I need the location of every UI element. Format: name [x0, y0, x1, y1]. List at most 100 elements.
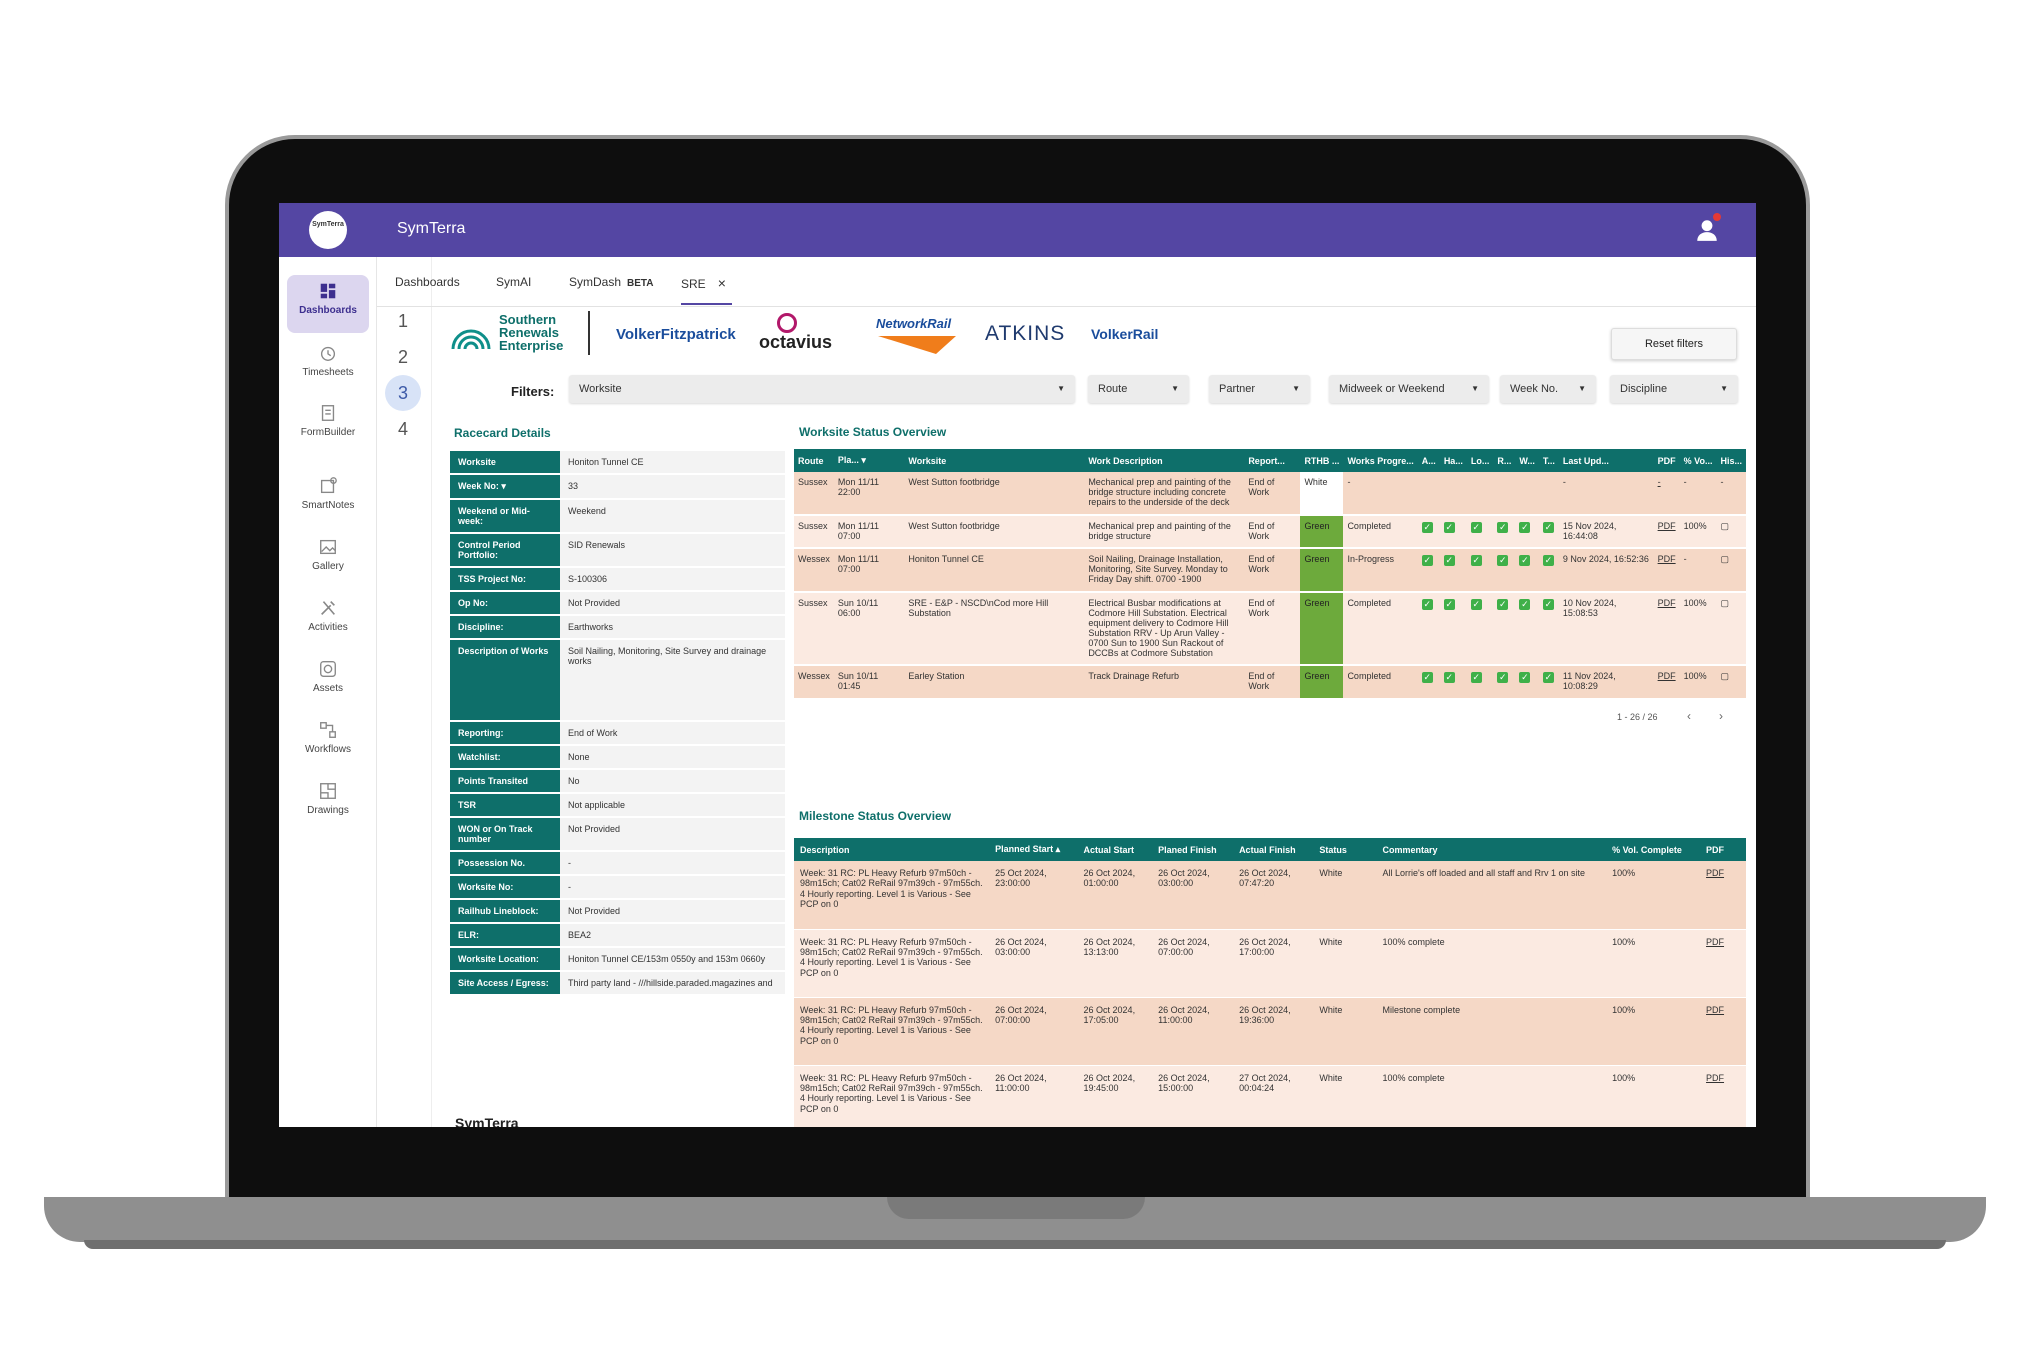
- sidebar-item-drawings[interactable]: Drawings: [287, 775, 369, 833]
- sre-arcs-icon: [451, 329, 491, 350]
- column-header[interactable]: Works Progre...: [1343, 449, 1418, 472]
- sidebar-item-assets[interactable]: Assets: [287, 653, 369, 711]
- check-cell: ✓: [1417, 665, 1440, 701]
- filter-discipline[interactable]: Discipline ▼: [1610, 375, 1738, 403]
- column-header[interactable]: % Vo...: [1679, 449, 1717, 472]
- column-header[interactable]: Worksite: [904, 449, 1085, 472]
- history-icon[interactable]: ▢: [1716, 548, 1746, 594]
- racecard-row: Possession No. -: [450, 852, 785, 876]
- column-header[interactable]: Commentary: [1376, 838, 1607, 861]
- worksite-title: Worksite Status Overview: [799, 425, 947, 439]
- racecard-value: End of Work: [560, 722, 785, 744]
- filter-week-no[interactable]: Week No. ▼: [1500, 375, 1596, 403]
- table-row[interactable]: Sussex Mon 11/11 07:00 West Sutton footbri…: [794, 514, 1746, 550]
- report-cell: End of Work: [1244, 514, 1301, 550]
- tab-symdash[interactable]: SymDash BETA: [569, 275, 654, 289]
- column-header[interactable]: Ha...: [1439, 449, 1467, 472]
- column-header[interactable]: PDF: [1700, 838, 1746, 861]
- tab-dashboards[interactable]: Dashboards: [395, 275, 460, 289]
- app-logo-text: SymTerra: [312, 221, 344, 228]
- pdf-link[interactable]: PDF: [1700, 861, 1746, 930]
- column-header[interactable]: Status: [1313, 838, 1377, 861]
- column-header[interactable]: Actual Start: [1077, 838, 1153, 861]
- table-row[interactable]: Wessex Sun 10/11 01:45 Earley Station Track…: [794, 665, 1746, 701]
- networkrail-swoosh-icon: [878, 336, 956, 354]
- reset-filters-button[interactable]: Reset filters: [1611, 328, 1737, 360]
- notes-icon: [320, 477, 337, 494]
- column-header[interactable]: His...: [1716, 449, 1746, 472]
- column-header[interactable]: Planed Finish: [1152, 838, 1234, 861]
- pdf-link[interactable]: PDF: [1700, 929, 1746, 998]
- milestone-cell: 26 Oct 2024, 19:36:00: [1233, 997, 1314, 1066]
- column-header[interactable]: Report...: [1244, 449, 1301, 472]
- table-row[interactable]: Sussex Sun 10/11 06:00 SRE - E&P - NSCD\nC…: [794, 592, 1746, 667]
- column-header[interactable]: RTHB ...: [1300, 449, 1344, 472]
- column-header[interactable]: A...: [1417, 449, 1440, 472]
- filter-worksite-label: Worksite: [579, 383, 622, 395]
- report-cell: End of Work: [1244, 548, 1301, 594]
- tab-symai[interactable]: SymAI: [496, 275, 532, 289]
- pdf-link[interactable]: PDF: [1653, 665, 1680, 701]
- step-1[interactable]: 1: [397, 311, 408, 331]
- milestone-cell: White: [1313, 861, 1377, 930]
- sidebar-item-activities[interactable]: Activities: [287, 592, 369, 650]
- user-icon[interactable]: [1694, 217, 1720, 243]
- pdf-link[interactable]: -: [1653, 472, 1680, 516]
- filter-worksite[interactable]: Worksite ▼: [569, 375, 1075, 403]
- column-header[interactable]: Lo...: [1466, 449, 1494, 472]
- tab-sre[interactable]: SRE ×: [681, 275, 732, 305]
- step-4[interactable]: 4: [397, 419, 408, 439]
- sidebar-item-dashboards[interactable]: Dashboards: [287, 275, 369, 333]
- pdf-link[interactable]: PDF: [1653, 592, 1680, 667]
- milestone-cell: Week: 31 RC: PL Heavy Refurb 97m50ch - 9…: [794, 929, 990, 998]
- filter-midweek-weekend[interactable]: Midweek or Weekend ▼: [1329, 375, 1489, 403]
- table-row[interactable]: Week: 31 RC: PL Heavy Refurb 97m50ch - 9…: [794, 861, 1746, 930]
- last-updated-cell: 11 Nov 2024, 10:08:29: [1558, 665, 1654, 701]
- pdf-link[interactable]: PDF: [1653, 514, 1680, 550]
- check-icon: ✓: [1497, 521, 1509, 533]
- app-logo[interactable]: SymTerra: [309, 211, 347, 249]
- chevron-left-icon[interactable]: ‹: [1687, 709, 1691, 723]
- column-header[interactable]: Actual Finish: [1233, 838, 1314, 861]
- history-icon[interactable]: -: [1716, 472, 1746, 516]
- sidebar-item-formbuilder[interactable]: FormBuilder: [287, 397, 369, 455]
- filter-route[interactable]: Route ▼: [1088, 375, 1189, 403]
- column-header[interactable]: Pla... ▾: [833, 449, 905, 472]
- column-header[interactable]: Route: [794, 449, 834, 472]
- column-header[interactable]: T...: [1538, 449, 1559, 472]
- history-icon[interactable]: ▢: [1716, 514, 1746, 550]
- filter-partner[interactable]: Partner ▼: [1209, 375, 1310, 403]
- column-header[interactable]: Planned Start ▴: [989, 838, 1078, 861]
- table-row[interactable]: Week: 31 RC: PL Heavy Refurb 97m50ch - 9…: [794, 929, 1746, 998]
- sidebar: Dashboards Timesheets FormBuilder SmartNote…: [279, 257, 377, 1127]
- notification-dot-icon: [1713, 213, 1721, 221]
- pdf-link[interactable]: PDF: [1700, 997, 1746, 1066]
- sidebar-item-gallery[interactable]: Gallery: [287, 531, 369, 589]
- close-icon[interactable]: ×: [717, 275, 726, 291]
- step-2[interactable]: 2: [397, 347, 408, 367]
- column-header[interactable]: R...: [1493, 449, 1516, 472]
- sidebar-item-timesheets[interactable]: Timesheets: [287, 337, 369, 395]
- chevron-right-icon[interactable]: ›: [1719, 709, 1723, 723]
- column-header[interactable]: % Vol. Complete: [1606, 838, 1701, 861]
- pdf-link[interactable]: PDF: [1700, 1065, 1746, 1127]
- pdf-link[interactable]: PDF: [1653, 548, 1680, 594]
- step-3[interactable]: 3: [385, 375, 421, 411]
- table-row[interactable]: Wessex Mon 11/11 07:00 Honiton Tunnel CE So…: [794, 548, 1746, 594]
- column-header[interactable]: Last Upd...: [1558, 449, 1654, 472]
- sidebar-item-label: Workflows: [305, 744, 351, 755]
- column-header[interactable]: PDF: [1653, 449, 1680, 472]
- planned-cell: Sun 10/11 06:00: [833, 592, 905, 667]
- racecard-value: Honiton Tunnel CE: [560, 451, 785, 473]
- milestone-cell: 27 Oct 2024, 00:04:24: [1233, 1065, 1314, 1127]
- table-row[interactable]: Week: 31 RC: PL Heavy Refurb 97m50ch - 9…: [794, 997, 1746, 1066]
- table-row[interactable]: Sussex Mon 11/11 22:00 West Sutton footbri…: [794, 472, 1746, 516]
- history-icon[interactable]: ▢: [1716, 592, 1746, 667]
- sidebar-item-smartnotes[interactable]: SmartNotes: [287, 470, 369, 528]
- column-header[interactable]: W...: [1515, 449, 1539, 472]
- table-row[interactable]: Week: 31 RC: PL Heavy Refurb 97m50ch - 9…: [794, 1065, 1746, 1127]
- column-header[interactable]: Description: [794, 838, 990, 861]
- history-icon[interactable]: ▢: [1716, 665, 1746, 701]
- sidebar-item-workflows[interactable]: Workflows: [287, 714, 369, 772]
- column-header[interactable]: Work Description: [1084, 449, 1245, 472]
